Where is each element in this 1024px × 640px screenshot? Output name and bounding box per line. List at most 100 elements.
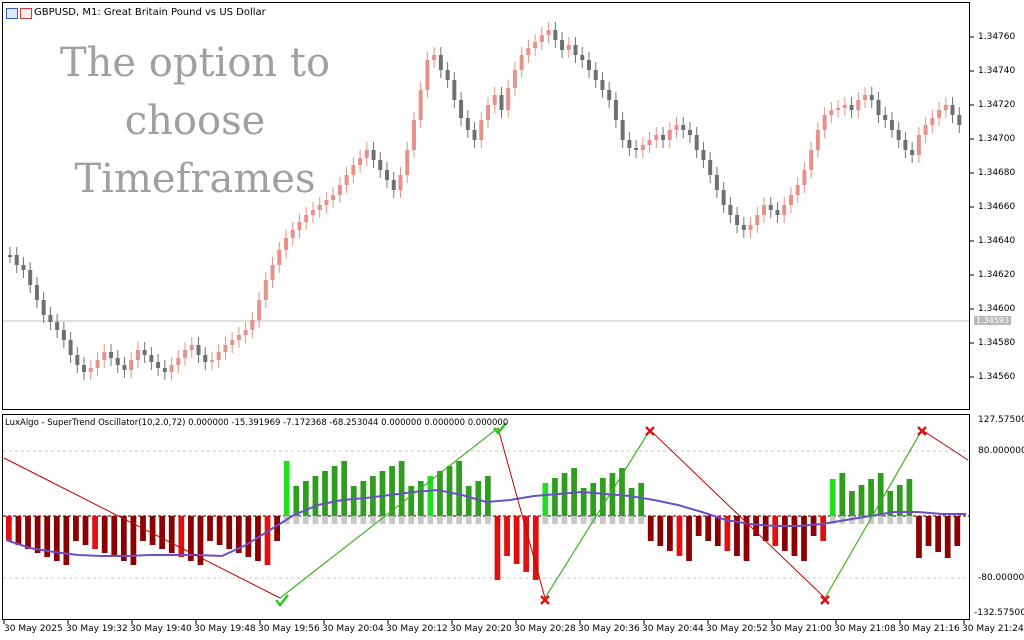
candle-body — [425, 60, 430, 90]
osc-hist-bar — [954, 516, 961, 546]
candle-body — [223, 345, 228, 352]
osc-gray-bar — [293, 516, 300, 524]
candle-body — [768, 205, 773, 210]
candle-body — [331, 195, 336, 200]
osc-hist-bar — [226, 516, 233, 549]
candle-body — [445, 70, 450, 80]
osc-hist-bar — [370, 476, 376, 516]
time-tick: 30 May 21:16 — [898, 624, 960, 634]
osc-hist-bar — [513, 516, 520, 564]
osc-hist-bar — [53, 516, 60, 561]
zigzag-green — [279, 427, 499, 599]
osc-hist-bar — [667, 516, 673, 551]
oscillator-pane[interactable] — [2, 414, 970, 620]
time-tick: 30 May 20:28 — [514, 624, 576, 634]
osc-hist-bar — [839, 473, 846, 516]
candle-body — [169, 365, 174, 372]
osc-hist-bar — [686, 516, 692, 561]
candle-body — [943, 105, 948, 110]
candle-body — [216, 352, 221, 360]
osc-hist-bar — [877, 473, 884, 516]
osc-hist-bar — [647, 516, 654, 541]
osc-hist-bar — [762, 516, 769, 541]
osc-signal-line — [5, 488, 966, 558]
candle-body — [310, 210, 315, 215]
candle-body — [48, 315, 53, 322]
osc-gray-bar — [370, 516, 376, 524]
candle-body — [385, 170, 390, 180]
candle-body — [586, 60, 591, 70]
osc-hist-bar — [159, 516, 166, 549]
osc-hist-bar — [25, 516, 31, 549]
candle-body — [250, 320, 255, 330]
candle-body — [465, 118, 470, 130]
osc-hist-bar — [753, 516, 759, 536]
osc-hist-bar — [437, 471, 443, 516]
osc-gray-bar — [552, 516, 558, 524]
osc-gray-bar — [571, 516, 577, 524]
osc-hist-bar — [15, 516, 22, 545]
osc-hist-bar — [801, 516, 807, 561]
osc-gray-bar — [379, 516, 386, 524]
osc-gray-bar — [475, 516, 482, 524]
candle-body — [681, 125, 686, 130]
candle-body — [479, 120, 484, 140]
candle-body — [829, 110, 834, 115]
cross-signal-icon — [820, 595, 830, 605]
price-chart-pane[interactable] — [2, 2, 970, 410]
candle-body — [896, 130, 901, 140]
time-tick: 30 May 19:32 — [66, 624, 128, 634]
candle-body — [950, 105, 955, 115]
osc-gray-bar — [350, 516, 357, 524]
price-tick: 1.34660 — [978, 202, 1016, 212]
osc-hist-bar — [791, 516, 798, 556]
candle-body — [822, 115, 827, 130]
osc-hist-bar — [293, 486, 300, 516]
candle-body — [714, 175, 719, 190]
osc-hist-bar — [130, 516, 137, 565]
osc-hist-bar — [676, 516, 683, 556]
time-tick: 30 May 19:48 — [194, 624, 256, 634]
candle-body — [775, 210, 780, 215]
osc-gray-bar — [312, 516, 319, 524]
candle-body — [183, 350, 188, 358]
candle-body — [735, 215, 740, 225]
osc-hist-bar — [887, 491, 894, 516]
osc-hist-bar — [274, 516, 280, 541]
candle-body — [903, 140, 908, 150]
osc-hist-bar — [772, 516, 779, 546]
osc-hist-bar — [111, 516, 118, 557]
osc-gray-bar — [389, 516, 395, 524]
candle-body — [108, 352, 113, 358]
candle-body — [391, 180, 396, 190]
candle-body — [755, 215, 760, 225]
candle-body — [21, 265, 26, 270]
candle-body — [634, 148, 639, 150]
time-tick: 30 May 21:24 — [962, 624, 1024, 634]
candle-body — [156, 362, 161, 368]
cross-signal-icon — [917, 426, 927, 436]
osc-hist-bar — [283, 461, 290, 516]
osc-gray-bar — [829, 516, 836, 524]
candle-body — [8, 255, 12, 257]
osc-hist-bar — [657, 516, 664, 546]
candle-body — [61, 330, 66, 340]
price-tick: 1.34700 — [978, 134, 1016, 144]
osc-hist-bar — [188, 516, 194, 561]
time-tick: 30 May 20:12 — [386, 624, 448, 634]
osc-hist-bar — [935, 516, 942, 552]
time-tick: 30 May 20:44 — [642, 624, 704, 634]
candle-body — [189, 345, 194, 350]
cross-signal-icon — [645, 426, 655, 436]
osc-gray-bar — [561, 516, 568, 524]
chart-window-icon-1[interactable] — [6, 8, 18, 19]
osc-hist-bar — [6, 516, 12, 541]
candle-body — [257, 300, 262, 320]
candle-body — [762, 205, 767, 215]
chart-window-icon-2[interactable] — [20, 8, 32, 19]
osc-hist-bar — [542, 483, 549, 516]
candle-body — [613, 100, 618, 120]
osc-hist-bar — [868, 479, 874, 516]
cross-signal-icon — [540, 595, 550, 605]
price-tick: 1.34680 — [978, 168, 1016, 178]
